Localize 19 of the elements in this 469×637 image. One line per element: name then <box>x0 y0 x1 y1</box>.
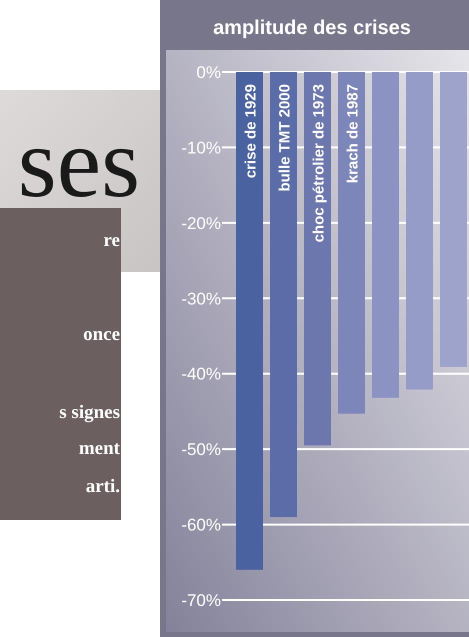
chart-title: amplitude des crises <box>213 17 411 39</box>
x-tick-label: crise de 1929 <box>242 84 260 178</box>
y-tick-label: -40% <box>181 364 221 384</box>
text: ses <box>18 107 140 218</box>
text: s signes <box>59 402 120 423</box>
y-tick-label: -50% <box>181 440 221 460</box>
y-tick-label: -70% <box>181 591 221 610</box>
y-tick-label: 0% <box>196 63 221 82</box>
y-tick-label: -60% <box>181 516 221 535</box>
y-tick-label: -10% <box>181 138 221 158</box>
x-tick-label: krach de 1987 <box>344 84 362 184</box>
y-tick-label: -20% <box>181 214 221 233</box>
x-tick-label: choc pétrolier de 1973 <box>310 84 328 242</box>
text: re <box>103 230 120 251</box>
y-tick-label: -30% <box>181 289 221 308</box>
x-tick-label: bulle TMT 2000 <box>276 84 294 192</box>
text: arti. <box>86 476 120 497</box>
text: once <box>83 324 120 345</box>
text: ment <box>78 438 121 459</box>
